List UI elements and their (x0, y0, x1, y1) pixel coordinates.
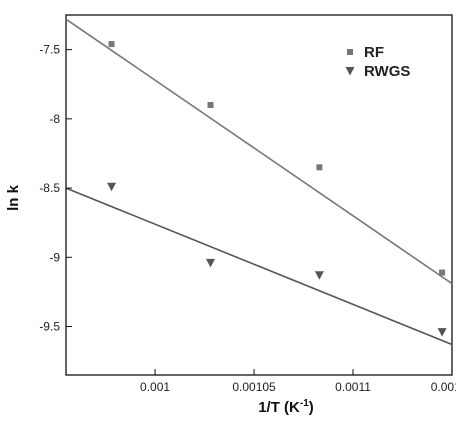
x-tick-label: 0.001 (140, 380, 170, 394)
x-tick-label: 0.00105 (232, 380, 276, 394)
rwgs-fit-line (65, 187, 453, 346)
x-tick-label: 0.0011 (335, 380, 371, 394)
rf-fit-line (65, 18, 453, 285)
legend-label-rf: RF (364, 44, 384, 61)
rwgs-data-point (107, 182, 117, 192)
rf-data-point (439, 269, 446, 276)
y-tick-label: -8.5 (39, 181, 60, 195)
x-axis-ticks: 0.001 0.00105 0.0011 0.00115 (140, 369, 456, 394)
y-tick-label: -9 (49, 250, 60, 264)
rwgs-data-point (437, 328, 447, 337)
legend: RF RWGS (345, 44, 410, 80)
y-tick-label: -9.5 (39, 320, 60, 334)
data-markers (107, 41, 447, 337)
x-tick-label: 0.00115 (431, 380, 456, 394)
y-tick-label: -7.5 (39, 43, 60, 57)
plot-area (65, 14, 453, 376)
x-axis-label: 1/T (K-1) (258, 398, 314, 416)
rf-data-point (316, 164, 323, 171)
legend-label-rwgs: RWGS (364, 63, 410, 80)
rf-data-point (207, 102, 214, 108)
plot-frame (65, 14, 453, 376)
legend-marker-rwgs (345, 67, 355, 76)
legend-marker-rf (347, 49, 353, 55)
fit-lines (65, 18, 453, 346)
rwgs-data-point (206, 258, 216, 268)
rf-data-point (108, 41, 115, 48)
y-axis-ticks: -7.5 -8 -8.5 -9 -9.5 (39, 43, 72, 334)
y-axis-label: ln k (5, 184, 22, 210)
rwgs-data-point (314, 271, 324, 280)
y-tick-label: -8 (49, 112, 60, 126)
